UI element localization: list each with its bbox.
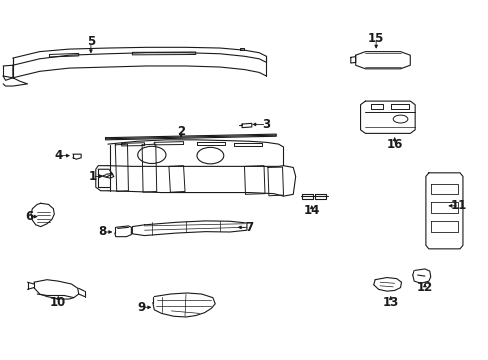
Text: 14: 14 [303, 204, 319, 217]
Text: 9: 9 [137, 301, 145, 314]
Text: 12: 12 [416, 281, 432, 294]
Text: 6: 6 [25, 210, 33, 223]
Text: 15: 15 [367, 32, 384, 45]
Text: 1: 1 [88, 170, 96, 183]
Text: 13: 13 [382, 296, 398, 309]
Text: 2: 2 [177, 125, 185, 138]
Text: 3: 3 [262, 118, 270, 131]
Text: 7: 7 [245, 221, 253, 234]
Text: 4: 4 [54, 149, 62, 162]
Text: 11: 11 [450, 199, 466, 212]
Text: 16: 16 [386, 138, 402, 151]
Text: 5: 5 [86, 35, 95, 49]
Text: 8: 8 [98, 225, 106, 238]
Text: 10: 10 [50, 296, 66, 309]
